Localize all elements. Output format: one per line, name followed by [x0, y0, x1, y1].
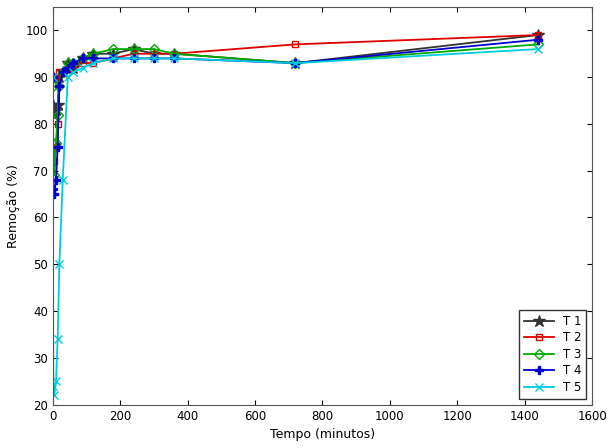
T 4 — [64, 65, 71, 70]
T 3 — [90, 51, 97, 56]
T 4 — [170, 56, 177, 61]
T 4 — [292, 60, 299, 66]
Line: T 3: T 3 — [49, 41, 542, 179]
T 2 — [170, 51, 177, 56]
T 3 — [292, 60, 299, 66]
T 5 — [54, 336, 61, 342]
T 5 — [170, 56, 177, 61]
T 4 — [150, 56, 157, 61]
T 4 — [90, 56, 97, 61]
T 5 — [69, 70, 77, 75]
T 3 — [64, 60, 71, 66]
T 5 — [110, 56, 117, 61]
T 4 — [59, 70, 66, 75]
T 3 — [59, 70, 66, 75]
T 1 — [110, 51, 117, 56]
T 4 — [52, 177, 60, 183]
T 4 — [79, 56, 87, 61]
X-axis label: Tempo (minutos): Tempo (minutos) — [270, 428, 375, 441]
T 3 — [52, 140, 60, 145]
T 5 — [52, 379, 60, 384]
Y-axis label: Remoção (%): Remoção (%) — [7, 164, 20, 248]
T 1 — [292, 60, 299, 66]
T 3 — [170, 51, 177, 56]
T 5 — [64, 74, 71, 80]
T 3 — [150, 46, 157, 52]
T 1 — [52, 107, 60, 112]
T 1 — [54, 103, 61, 108]
T 5 — [56, 262, 63, 267]
T 1 — [50, 112, 58, 117]
T 2 — [49, 74, 56, 80]
T 5 — [90, 60, 97, 66]
T 5 — [50, 392, 58, 398]
T 5 — [59, 177, 66, 183]
T 2 — [64, 65, 71, 70]
T 2 — [110, 56, 117, 61]
T 2 — [52, 145, 60, 150]
T 4 — [130, 56, 138, 61]
T 5 — [292, 60, 299, 66]
T 2 — [150, 51, 157, 56]
T 1 — [59, 70, 66, 75]
T 3 — [535, 42, 542, 47]
T 3 — [79, 56, 87, 61]
T 4 — [50, 187, 57, 192]
T 4 — [110, 56, 117, 61]
T 1 — [56, 74, 63, 80]
T 1 — [535, 32, 542, 38]
T 2 — [59, 70, 66, 75]
T 3 — [50, 172, 58, 178]
T 4 — [56, 84, 63, 89]
T 3 — [130, 46, 138, 52]
T 4 — [54, 145, 61, 150]
T 2 — [130, 51, 138, 56]
T 3 — [56, 84, 63, 89]
T 2 — [79, 60, 87, 66]
T 2 — [292, 42, 299, 47]
T 1 — [150, 51, 157, 56]
T 1 — [64, 60, 71, 66]
T 1 — [79, 56, 87, 61]
Legend: T 1, T 2, T 3, T 4, T 5: T 1, T 2, T 3, T 4, T 5 — [519, 310, 586, 399]
T 3 — [69, 60, 77, 66]
T 5 — [50, 383, 57, 388]
T 4 — [50, 191, 58, 197]
T 2 — [56, 70, 63, 75]
T 3 — [54, 112, 61, 117]
Line: T 2: T 2 — [49, 31, 542, 165]
T 1 — [90, 51, 97, 56]
Line: T 1: T 1 — [47, 29, 545, 121]
T 1 — [130, 46, 138, 52]
Line: T 5: T 5 — [49, 45, 542, 400]
T 1 — [49, 74, 56, 80]
T 5 — [79, 65, 87, 70]
T 3 — [110, 46, 117, 52]
T 5 — [150, 56, 157, 61]
T 4 — [49, 74, 56, 80]
T 2 — [50, 159, 57, 164]
T 2 — [535, 32, 542, 38]
T 5 — [49, 74, 56, 80]
T 4 — [535, 37, 542, 43]
T 2 — [54, 121, 61, 127]
T 2 — [69, 65, 77, 70]
T 2 — [90, 60, 97, 66]
T 5 — [130, 56, 138, 61]
T 1 — [69, 65, 77, 70]
T 3 — [50, 140, 57, 145]
T 2 — [50, 159, 58, 164]
T 5 — [535, 46, 542, 52]
T 3 — [49, 84, 56, 89]
T 4 — [69, 60, 77, 66]
T 1 — [50, 103, 57, 108]
T 1 — [170, 51, 177, 56]
Line: T 4: T 4 — [49, 35, 542, 198]
